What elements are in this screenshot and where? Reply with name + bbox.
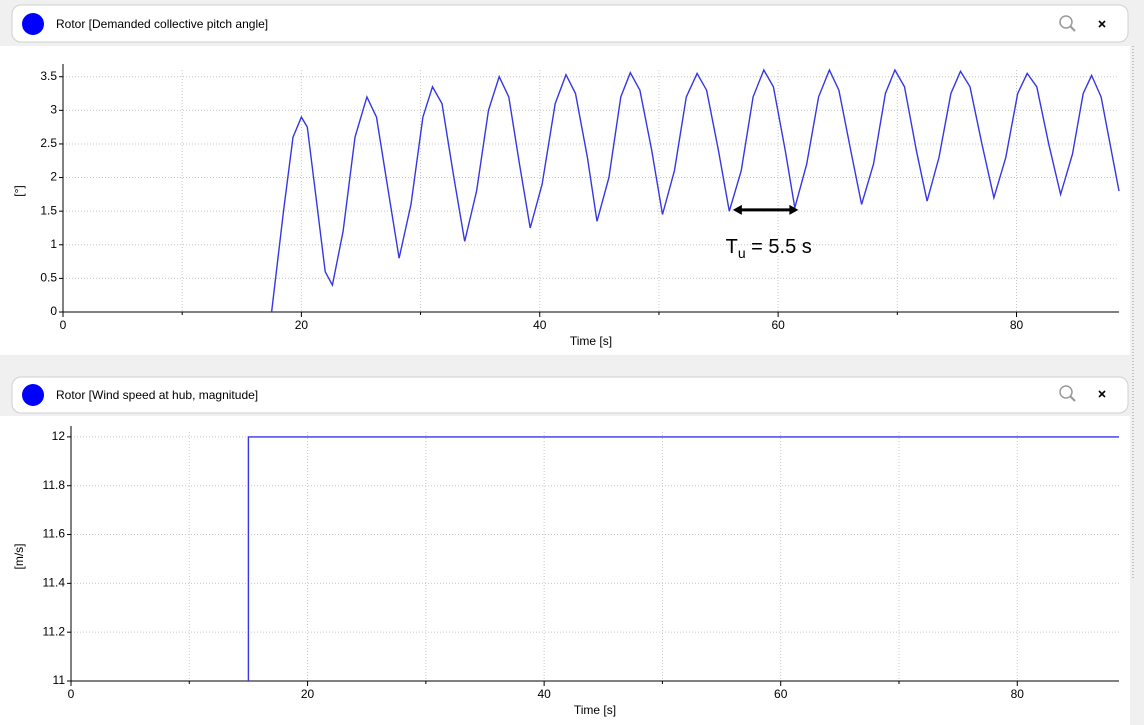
- x-tick-label: 40: [533, 318, 547, 332]
- x-tick-label: 80: [1010, 318, 1024, 332]
- y-tick-label: 11: [53, 673, 66, 687]
- y-tick-label: 0.5: [40, 271, 57, 285]
- x-tick-label: 0: [60, 318, 67, 332]
- y-tick-label: 1.5: [40, 203, 57, 217]
- y-tick-label: 2: [50, 170, 57, 184]
- panel-title: Rotor [Demanded collective pitch angle]: [56, 17, 268, 31]
- data-line: [247, 436, 1119, 681]
- annotation-subscript: u: [738, 245, 746, 261]
- x-tick-label: 60: [774, 687, 788, 701]
- y-tick-label: 3.5: [40, 69, 57, 83]
- y-tick-label: 2.5: [40, 136, 57, 150]
- close-button[interactable]: [1098, 20, 1106, 28]
- x-tick-label: 0: [68, 687, 75, 701]
- zoom-icon[interactable]: [1059, 385, 1076, 402]
- x-tick-label: 20: [301, 687, 315, 701]
- annotation-base: T: [726, 236, 738, 258]
- zoom-icon[interactable]: [1059, 15, 1076, 32]
- y-tick-label: 0: [50, 304, 57, 318]
- chart-area: [0, 416, 1130, 725]
- y-axis-label: [m/s]: [12, 544, 26, 570]
- close-button[interactable]: [1098, 390, 1106, 398]
- y-tick-label: 1: [50, 237, 57, 251]
- annotation-rest: = 5.5 s: [746, 236, 812, 258]
- y-tick-label: 11.8: [43, 478, 66, 492]
- chart-area: [0, 46, 1130, 355]
- x-tick-label: 40: [537, 687, 551, 701]
- panel-header: [11, 4, 1129, 43]
- data-line: [270, 68, 1120, 313]
- arrow-head: [789, 204, 799, 215]
- y-tick-label: 11.6: [43, 527, 66, 541]
- y-tick-label: 11.2: [43, 624, 66, 638]
- series-dot: [22, 13, 44, 35]
- series-dot: [22, 384, 44, 406]
- y-tick-label: 12: [52, 429, 66, 443]
- x-axis-label: Time [s]: [570, 334, 612, 348]
- y-tick-label: 11.4: [43, 576, 66, 590]
- y-tick-label: 3: [50, 103, 57, 117]
- arrow-head: [732, 204, 742, 215]
- panel-header: [11, 376, 1129, 414]
- x-tick-label: 20: [295, 318, 309, 332]
- annotation: Tu = 5.5 s: [726, 236, 812, 260]
- x-tick-label: 60: [771, 318, 785, 332]
- y-axis-label: [°]: [12, 185, 26, 196]
- panel-title: Rotor [Wind speed at hub, magnitude]: [56, 388, 258, 402]
- x-tick-label: 80: [1011, 687, 1025, 701]
- x-axis-label: Time [s]: [574, 703, 616, 717]
